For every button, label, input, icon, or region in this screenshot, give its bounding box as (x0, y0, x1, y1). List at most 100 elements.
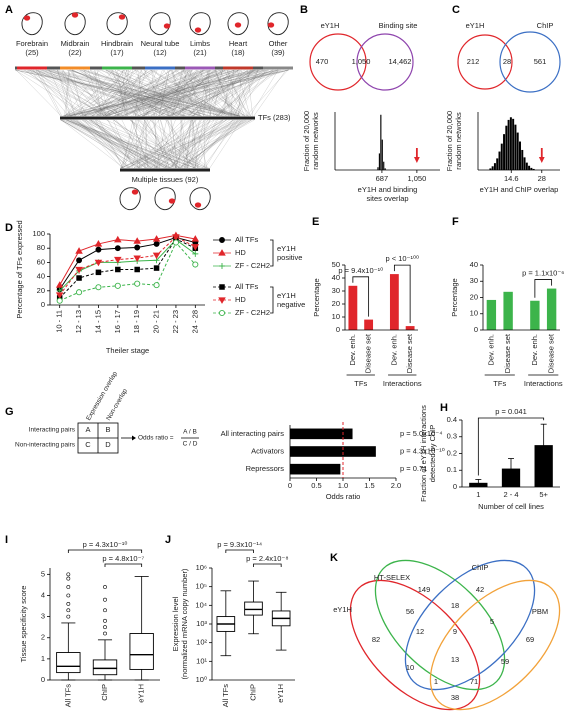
network-edge (79, 69, 241, 117)
network-edge (192, 119, 194, 169)
series-line (59, 241, 196, 302)
network-edge (15, 69, 86, 117)
network-edge (221, 69, 234, 117)
x-axis-label: eY1H and binding (358, 185, 418, 194)
y-tick-label: 10⁵ (196, 582, 207, 591)
venn-region: 69 (526, 635, 534, 644)
y-tick-label: 3 (41, 612, 45, 621)
network-edge (116, 69, 282, 117)
network-edge (197, 69, 241, 117)
group-label: Interactions (524, 379, 563, 388)
venn-set (374, 559, 506, 691)
network-edge (188, 69, 233, 117)
bar (290, 428, 353, 440)
network-edge (162, 119, 252, 169)
panel-label: F (452, 216, 459, 228)
network-edge (91, 69, 173, 117)
network-edge (67, 119, 181, 169)
venn-region: 71 (470, 677, 478, 686)
venn-region: 18 (451, 601, 459, 610)
point (114, 256, 122, 264)
histogram-bar (507, 119, 510, 170)
network-edge (125, 69, 218, 117)
network-edge (105, 69, 207, 117)
network-edge (121, 69, 129, 117)
y-tick-label: 50 (332, 260, 340, 269)
network-edge (218, 69, 254, 117)
network-edge (67, 119, 161, 169)
box (244, 601, 263, 616)
network-edge (125, 69, 238, 117)
network-edge (76, 69, 174, 117)
network-edge (67, 69, 289, 117)
network-edge (153, 119, 160, 169)
network-edge (31, 69, 114, 117)
network-edge (143, 69, 197, 117)
network-edge (93, 119, 137, 169)
network-edge (245, 69, 289, 117)
embryo-region (168, 198, 176, 204)
bar (348, 285, 358, 330)
outlier (66, 602, 71, 606)
network-edge (96, 119, 208, 169)
outlier (103, 625, 107, 630)
network-edge (226, 69, 248, 117)
network-edge (144, 119, 177, 169)
network-edge (193, 119, 217, 169)
network-edge (170, 119, 179, 169)
network-edge (137, 119, 192, 169)
network-edge (108, 69, 210, 117)
tissue-name: Heart (229, 39, 248, 48)
network-edge (90, 119, 165, 169)
network-edge (95, 119, 146, 169)
network-edge (70, 69, 192, 117)
network-edge (89, 69, 187, 117)
y-tick-label: 0 (336, 325, 340, 334)
legend-label: HD (235, 248, 246, 257)
point (133, 255, 141, 263)
network-edge (92, 69, 157, 117)
point (76, 257, 83, 264)
network-edge (155, 69, 219, 117)
outlier (66, 614, 71, 619)
network-edge (56, 69, 119, 117)
network-edge (199, 69, 208, 117)
y-tick-label: Repressors (246, 464, 285, 473)
network-edge (204, 119, 236, 169)
marker-arrow (538, 148, 545, 163)
panel-label: D (5, 222, 13, 234)
network-edge (219, 69, 244, 117)
network-edge (133, 119, 184, 169)
histogram-bar (516, 132, 519, 170)
network-edge (49, 69, 71, 117)
network-edge (77, 119, 158, 169)
x-tick-label: 2.0 (391, 481, 401, 490)
network-edge (179, 119, 246, 169)
table-cell: B (105, 425, 110, 434)
point (192, 250, 199, 257)
network-edge (115, 69, 128, 117)
embryo-icon (267, 12, 289, 36)
network-edge (121, 69, 239, 117)
histogram-bar (493, 163, 496, 170)
network-edge (153, 69, 195, 117)
network-edge (192, 69, 248, 117)
network-edge (174, 69, 246, 117)
y-tick-label: 20 (332, 299, 340, 308)
network-edge (181, 119, 202, 169)
network-edge (135, 69, 142, 117)
network-edge (138, 119, 190, 169)
significance-bracket (253, 563, 282, 567)
tissue-name: Neural tube (141, 39, 180, 48)
network-edge (215, 69, 232, 117)
network-edge (202, 69, 209, 117)
histogram-bar (377, 167, 379, 170)
venn-set (349, 579, 481, 711)
y-tick-label: 0 (474, 325, 478, 334)
bar (389, 274, 399, 330)
network-edge (90, 119, 158, 169)
y-tick-label: 20 (37, 286, 45, 295)
table-cell: C (85, 440, 91, 449)
histogram-bar (505, 125, 508, 170)
network-edge (73, 119, 153, 169)
